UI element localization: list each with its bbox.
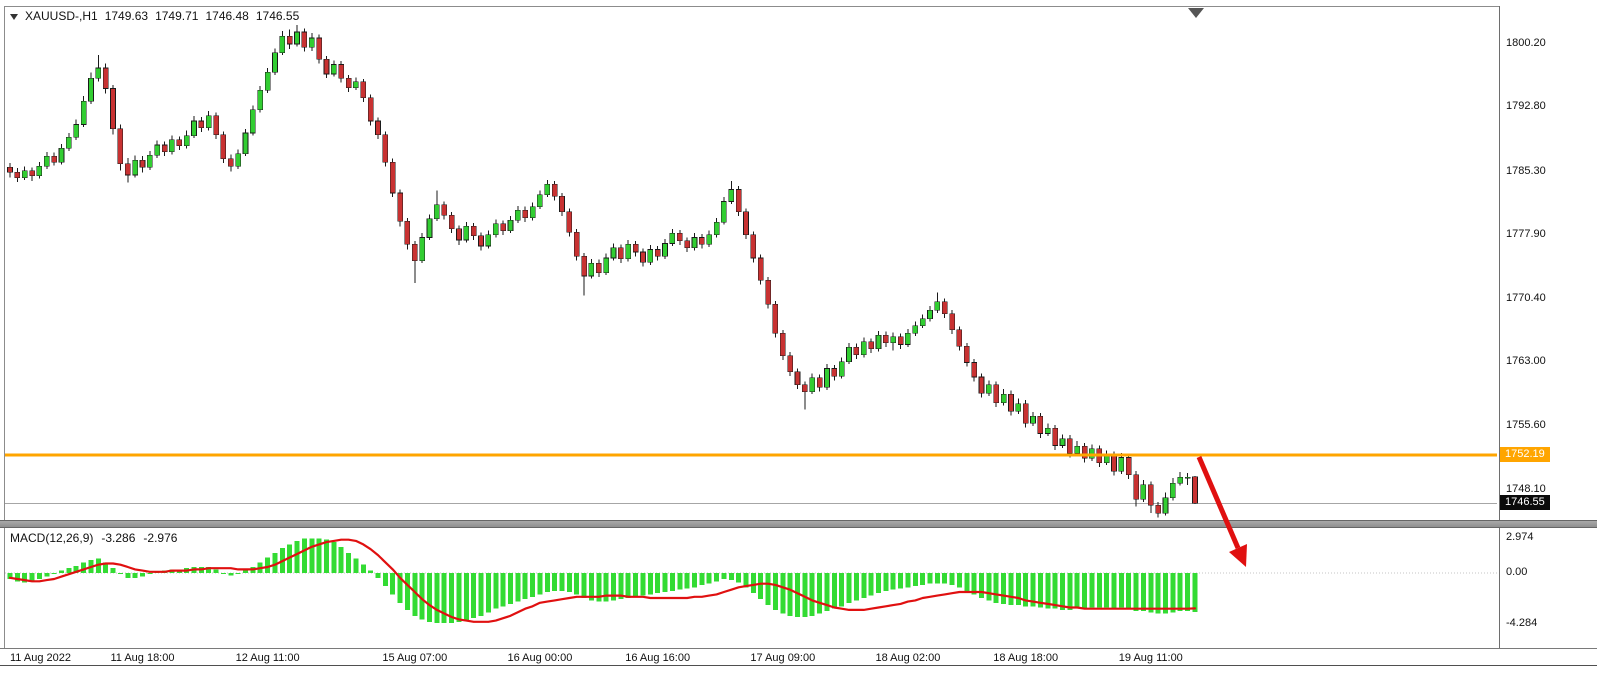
price-pane[interactable] bbox=[5, 25, 1497, 518]
axis-tick-label: 1792.80 bbox=[1506, 100, 1546, 113]
price-axis[interactable]: 1800.20 1792.80 1785.30 1777.90 1770.40 1763.… bbox=[1500, 0, 1597, 666]
macd-pane[interactable] bbox=[5, 538, 1497, 623]
ohlc-close: 1746.55 bbox=[255, 9, 300, 23]
axis-tick-label: 0.00 bbox=[1506, 566, 1528, 578]
time-tick-label: 12 Aug 11:00 bbox=[235, 652, 300, 664]
axis-tick-label: 1748.10 bbox=[1506, 483, 1546, 496]
down-arrow-annotation[interactable] bbox=[1196, 456, 1247, 567]
horizontal-line-price-tag[interactable]: 1752.19 bbox=[1500, 447, 1550, 462]
axis-tick-label: 2.974 bbox=[1506, 530, 1534, 543]
current-price-tag: 1746.55 bbox=[1500, 495, 1550, 511]
axis-tick-label: 1800.20 bbox=[1506, 37, 1546, 49]
axis-tick-label: 1763.00 bbox=[1506, 355, 1546, 368]
time-tick-label: 18 Aug 02:00 bbox=[875, 652, 941, 664]
ohlc-open: 1749.63 bbox=[104, 9, 149, 23]
macd-value: -3.286 bbox=[101, 531, 136, 545]
axis-tick-label: 1755.60 bbox=[1506, 418, 1546, 431]
axis-tick-label: -4.284 bbox=[1506, 616, 1538, 629]
time-tick-label: 17 Aug 09:00 bbox=[750, 652, 816, 664]
macd-signal-value: -2.976 bbox=[143, 531, 178, 545]
chart-info-bar: XAUUSD-,H1 1749.63 1749.71 1746.48 1746.… bbox=[10, 9, 299, 23]
ohlc-high: 1749.71 bbox=[155, 9, 199, 23]
axis-tick-label: 1770.40 bbox=[1506, 292, 1546, 305]
chart-border-left bbox=[4, 6, 5, 666]
time-tick-label: 16 Aug 00:00 bbox=[507, 652, 573, 664]
time-tick-label: 11 Aug 2022 bbox=[10, 652, 71, 664]
macd-indicator-label: MACD(12,26,9) -3.286 -2.976 bbox=[10, 531, 177, 545]
time-axis[interactable]: 11 Aug 2022 11 Aug 18:00 12 Aug 11:00 15 Au… bbox=[0, 648, 1597, 666]
time-tick-label: 11 Aug 18:00 bbox=[110, 652, 175, 664]
chart-border-top bbox=[4, 6, 1595, 7]
axis-tick-label: 1785.30 bbox=[1506, 164, 1546, 177]
chart-shift-marker-icon[interactable] bbox=[1188, 8, 1204, 18]
time-tick-label: 16 Aug 16:00 bbox=[625, 652, 691, 664]
macd-name: MACD(12,26,9) bbox=[10, 531, 94, 545]
symbol-dropdown-icon[interactable] bbox=[10, 13, 18, 20]
price-axis-border bbox=[1499, 6, 1500, 666]
time-tick-label: 18 Aug 18:00 bbox=[993, 652, 1059, 664]
panel-separator[interactable] bbox=[0, 520, 1597, 528]
time-tick-label: 19 Aug 11:00 bbox=[1118, 652, 1183, 664]
symbol-timeframe-label: XAUUSD-,H1 bbox=[25, 9, 98, 23]
ohlc-low: 1746.48 bbox=[205, 9, 249, 23]
time-tick-label: 15 Aug 07:00 bbox=[382, 652, 448, 664]
axis-tick-label: 1777.90 bbox=[1506, 227, 1546, 240]
